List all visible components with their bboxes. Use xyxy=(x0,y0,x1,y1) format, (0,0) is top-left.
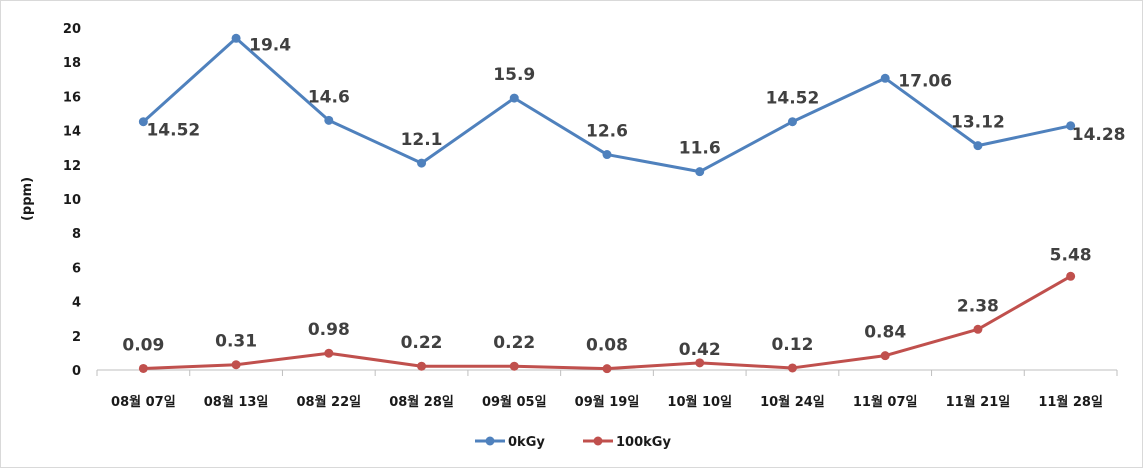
data-point xyxy=(602,364,612,374)
data-label: 17.06 xyxy=(898,71,952,91)
data-point xyxy=(880,73,890,83)
data-point xyxy=(695,167,705,177)
y-tick-label: 4 xyxy=(72,296,81,311)
data-label: 0.09 xyxy=(122,335,164,355)
data-point xyxy=(324,348,334,358)
y-tick-label: 12 xyxy=(63,159,81,174)
x-tick-label: 08월 22일 xyxy=(296,394,361,410)
x-tick-label: 09월 05일 xyxy=(482,394,547,410)
data-label: 14.28 xyxy=(1072,125,1126,145)
legend-label: 100kGy xyxy=(616,435,671,450)
x-tick-label: 08월 07일 xyxy=(111,394,176,410)
data-point xyxy=(324,115,334,125)
x-tick-label: 08월 28일 xyxy=(389,394,454,410)
y-tick-label: 8 xyxy=(72,227,81,242)
data-point xyxy=(602,150,612,160)
data-point xyxy=(1066,271,1076,281)
data-point xyxy=(880,351,890,361)
data-point xyxy=(509,93,519,103)
data-point xyxy=(695,358,705,368)
legend-marker xyxy=(485,436,495,446)
data-label: 0.22 xyxy=(401,333,443,353)
data-label: 0.42 xyxy=(679,340,721,360)
x-tick-labels: 08월 07일 08월 13일 08월 22일 08월 28일 09월 05일 09월 1… xyxy=(111,394,1103,410)
data-point xyxy=(1066,121,1076,131)
y-tick-label: 10 xyxy=(63,193,81,208)
data-label: 0.84 xyxy=(864,323,906,343)
data-point xyxy=(231,33,241,43)
legend-label: 0kGy xyxy=(508,435,545,450)
legend-item: 100kGy xyxy=(583,435,671,450)
data-labels: 14.52 19.4 14.6 12.1 15.9 12.6 11.6 14.52 17.06 1… xyxy=(122,35,1125,360)
y-tick-label: 18 xyxy=(63,56,81,71)
data-label: 5.48 xyxy=(1050,245,1092,265)
data-label: 12.6 xyxy=(586,122,628,142)
data-label: 19.4 xyxy=(249,35,291,55)
legend-marker xyxy=(593,436,603,446)
data-point xyxy=(787,363,797,373)
data-label: 0.22 xyxy=(493,333,535,353)
x-tick-label: 11월 21일 xyxy=(946,394,1011,410)
y-tick-label: 0 xyxy=(72,364,81,379)
data-point xyxy=(138,117,148,127)
data-point xyxy=(973,141,983,151)
x-tick-label: 11월 28일 xyxy=(1038,394,1103,410)
data-label: 14.6 xyxy=(308,87,350,107)
data-label: 15.9 xyxy=(493,65,535,85)
y-tick-labels: 0 2 4 6 8 10 12 14 16 18 20 xyxy=(63,22,81,379)
y-tick-label: 14 xyxy=(63,125,81,140)
y-tick-label: 16 xyxy=(63,90,81,105)
data-label: 0.31 xyxy=(215,332,257,352)
data-point xyxy=(417,158,427,168)
series-lines xyxy=(138,33,1076,374)
x-tick-label: 11월 07일 xyxy=(853,394,918,410)
x-tick-label: 08월 13일 xyxy=(204,394,269,410)
data-label: 11.6 xyxy=(679,139,721,159)
data-label: 13.12 xyxy=(951,113,1005,133)
x-tick-label: 10월 10일 xyxy=(667,394,732,410)
x-tick-label: 09월 19일 xyxy=(575,394,640,410)
data-point xyxy=(973,324,983,334)
x-tick-label: 10월 24일 xyxy=(760,394,825,410)
y-tick-label: 6 xyxy=(72,261,81,276)
data-point xyxy=(138,363,148,373)
data-label: 0.98 xyxy=(308,320,350,340)
legend-item: 0kGy xyxy=(475,435,545,450)
y-tick-label: 20 xyxy=(63,22,81,37)
data-label: 14.52 xyxy=(146,121,200,141)
y-axis-label: (ppm) xyxy=(20,177,35,221)
x-tick-marks xyxy=(96,370,1118,376)
data-label: 2.38 xyxy=(957,296,999,316)
y-tick-label: 2 xyxy=(72,330,81,345)
data-point xyxy=(231,360,241,370)
data-point xyxy=(787,117,797,127)
data-label: 14.52 xyxy=(766,89,820,109)
data-point xyxy=(509,361,519,371)
legend: 0kGy 100kGy xyxy=(475,435,671,450)
data-label: 0.08 xyxy=(586,336,628,356)
data-label: 12.1 xyxy=(401,130,443,150)
data-label: 0.12 xyxy=(771,335,813,355)
data-point xyxy=(417,361,427,371)
